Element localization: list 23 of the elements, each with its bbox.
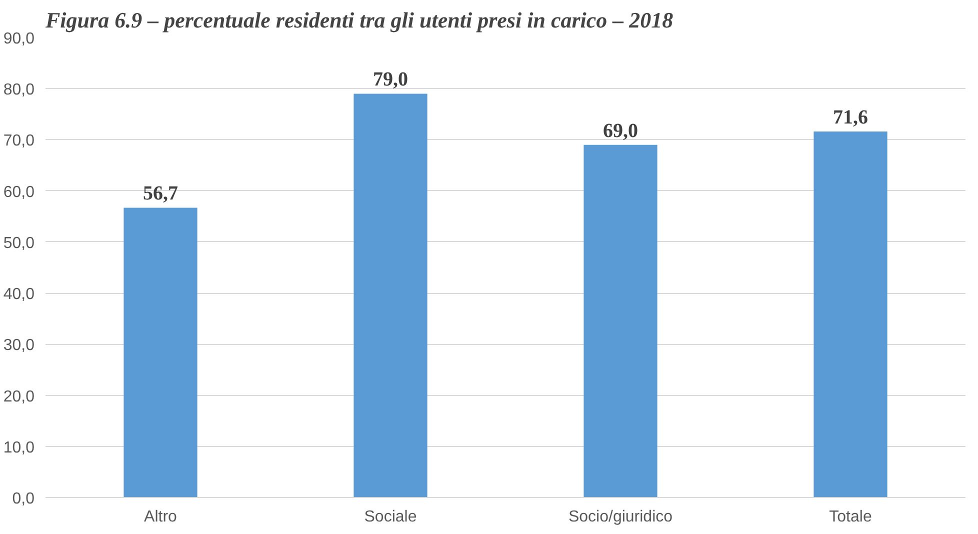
bar <box>124 208 198 498</box>
y-tick-label: 50,0 <box>3 234 35 252</box>
data-label: 69,0 <box>603 120 638 142</box>
y-tick-label: 40,0 <box>3 286 35 304</box>
data-label: 79,0 <box>373 68 408 91</box>
y-tick-label: 60,0 <box>3 184 35 201</box>
y-tick-label: 90,0 <box>3 30 35 48</box>
y-tick-label: 20,0 <box>3 388 35 406</box>
y-tick-label: 70,0 <box>3 132 35 150</box>
y-tick-label: 30,0 <box>3 337 35 354</box>
bar <box>584 144 658 498</box>
bar <box>814 132 888 498</box>
y-tick-label: 80,0 <box>3 82 35 99</box>
bar <box>354 94 428 498</box>
chart-title: Figura 6.9 – percentuale residenti tra gli utenti presi in carico – 2018 <box>44 8 674 32</box>
x-tick-label: Totale <box>829 508 872 526</box>
data-label: 71,6 <box>833 106 868 129</box>
y-tick-label: 0,0 <box>12 490 35 508</box>
x-tick-label: Sociale <box>364 508 417 526</box>
data-label: 56,7 <box>143 182 178 205</box>
x-tick-label: Socio/giuridico <box>568 508 673 526</box>
y-tick-label: 10,0 <box>3 439 35 456</box>
x-tick-label: Altro <box>144 508 178 526</box>
